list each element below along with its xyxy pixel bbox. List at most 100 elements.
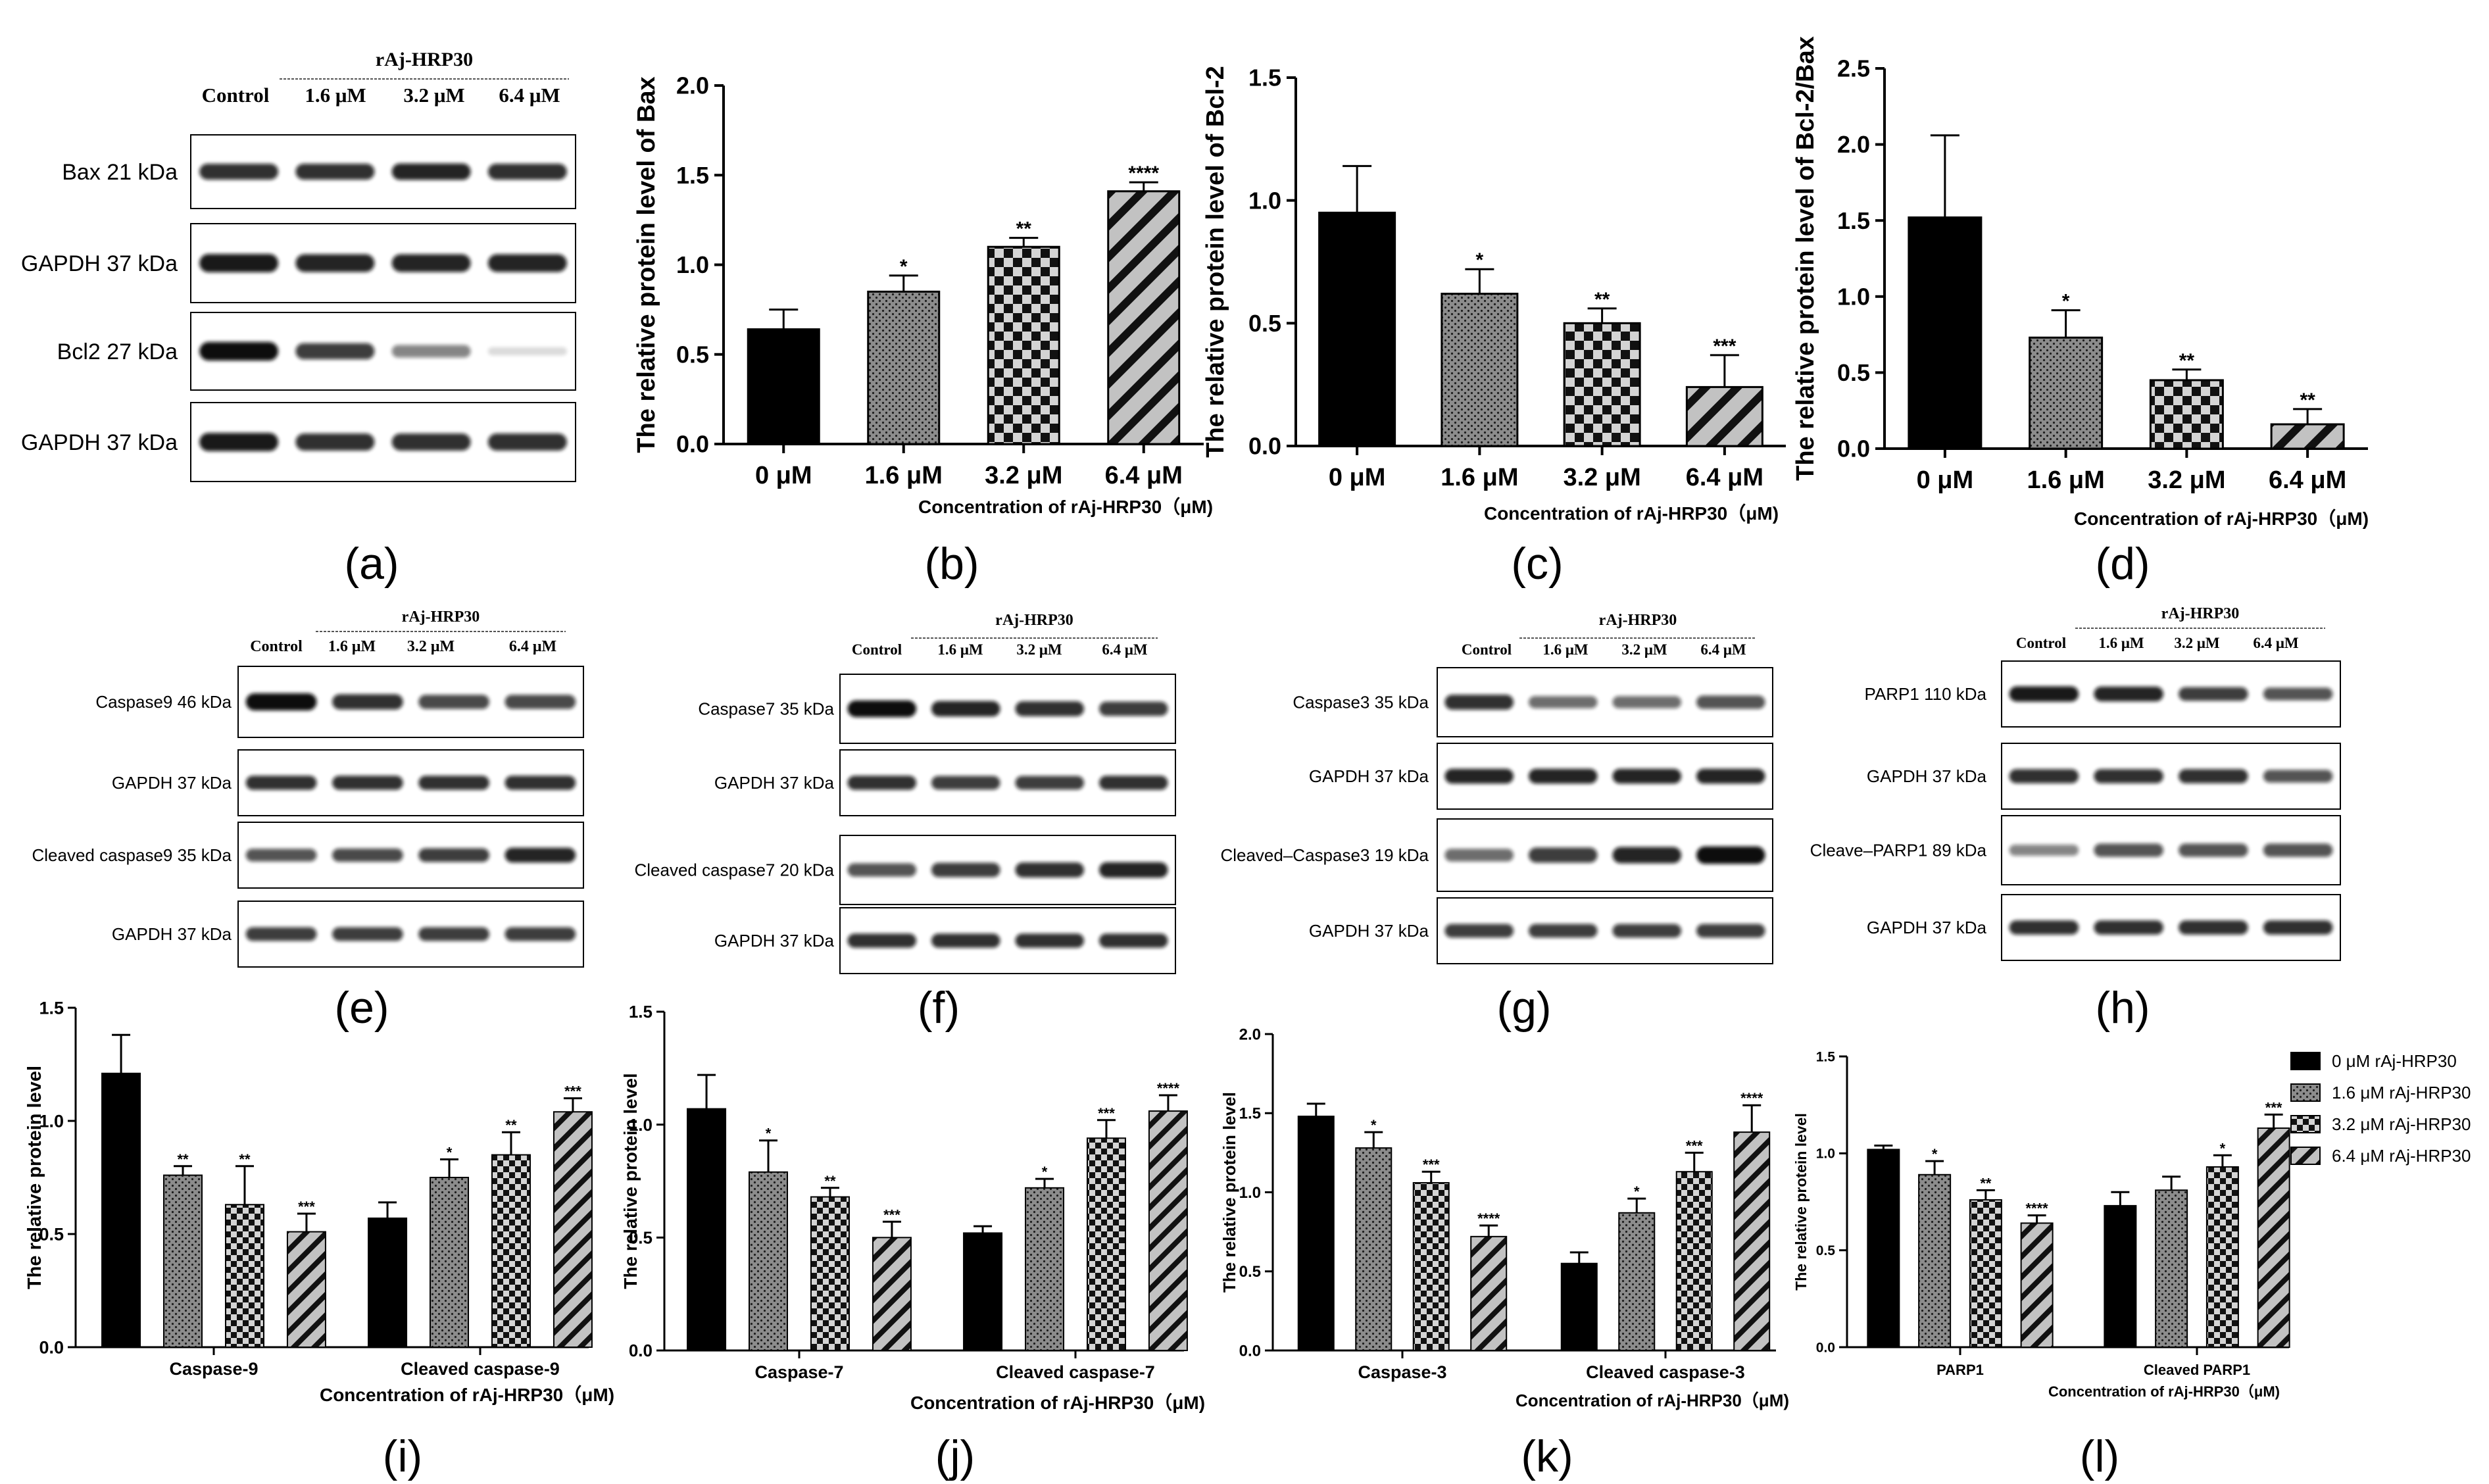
bar — [1560, 1262, 1598, 1351]
blot-band — [418, 776, 489, 790]
blot-row-label: Cleave–PARP1 89 kDa — [1810, 841, 1987, 860]
blot-band — [505, 776, 576, 790]
panel-label-g: (g) — [1496, 983, 1551, 1033]
blot-lane-label: 1.6 μM — [937, 641, 983, 658]
bar — [987, 245, 1060, 445]
blot-band — [1696, 695, 1765, 709]
blot-band — [1528, 924, 1598, 938]
significance-mark: *** — [298, 1199, 315, 1215]
significance-mark: **** — [1128, 162, 1159, 184]
bar — [2029, 336, 2104, 450]
blot-band — [295, 433, 375, 451]
x-group-label: PARP1 — [1936, 1362, 1984, 1378]
blot-lane-label: 3.2 μM — [2174, 635, 2220, 651]
blot-band — [931, 701, 1000, 717]
bar — [2270, 423, 2345, 450]
significance-mark: *** — [1713, 335, 1736, 357]
significance-mark: *** — [883, 1206, 900, 1223]
blot-lane-label: 1.6 μM — [305, 84, 366, 107]
blot-band — [245, 849, 317, 862]
bar — [872, 1237, 912, 1352]
blot-row-label: GAPDH 37 kDa — [714, 931, 835, 951]
significance-mark: * — [447, 1144, 453, 1160]
blot-band — [245, 776, 317, 790]
y-axis-title: The relative protein level — [620, 1073, 641, 1289]
significance-mark: * — [1932, 1146, 1938, 1162]
bar — [1867, 1149, 1900, 1348]
y-tick-label: 1.5 — [39, 998, 64, 1018]
panel-label-l: (l) — [2080, 1431, 2119, 1481]
blot-band — [332, 776, 403, 790]
y-tick-label: 0.5 — [1248, 310, 1281, 337]
x-category-label: 6.4 μM — [1686, 464, 1763, 491]
bar — [1969, 1199, 2002, 1348]
western-blot-a: rAj-HRP30 Control 1.6 μM 3.2 μM 6.4 μM Bax 21… — [21, 49, 576, 482]
blot-lane-label: 6.4 μM — [499, 84, 560, 107]
blot-row-label: Caspase7 35 kDa — [698, 699, 834, 719]
blot-lane-label: 6.4 μM — [1102, 641, 1148, 658]
blot-band — [505, 927, 576, 941]
blot-lane-label: 1.6 μM — [1542, 641, 1589, 658]
bar — [368, 1217, 408, 1348]
bar — [1685, 385, 1763, 447]
blot-band — [505, 695, 576, 709]
blot-row-label: PARP1 110 kDa — [1865, 684, 1987, 704]
blot-group-label: rAj-HRP30 — [376, 49, 473, 70]
blot-lane-label: Control — [852, 641, 902, 658]
legend-label: 0 μM rAj-HRP30 — [2332, 1051, 2457, 1071]
bar — [2149, 379, 2224, 450]
significance-mark: ** — [824, 1173, 836, 1189]
x-category-label: 6.4 μM — [1105, 462, 1183, 489]
significance-mark: **** — [1157, 1080, 1180, 1097]
blot-row-label: Bax 21 kDa — [62, 160, 178, 185]
significance-mark: ** — [505, 1117, 517, 1133]
y-tick-label: 1.0 — [629, 1115, 653, 1135]
significance-mark: * — [1476, 249, 1484, 271]
blot-band — [931, 862, 1000, 878]
blot-row-label: Bcl2 27 kDa — [57, 339, 178, 364]
blot-band — [1612, 924, 1682, 938]
blot-band — [1015, 776, 1085, 790]
x-axis-title: Concentration of rAj-HRP30（μM) — [2074, 508, 2369, 529]
blot-lane-label: 3.2 μM — [407, 638, 455, 655]
blot-band — [1612, 696, 1682, 708]
y-tick-label: 0.5 — [39, 1224, 64, 1244]
blot-band — [2263, 920, 2333, 935]
panel-label-a: (a) — [344, 539, 399, 589]
bar — [1618, 1212, 1656, 1352]
x-group-label: Caspase-7 — [754, 1362, 843, 1382]
y-tick-label: 2.0 — [1239, 1026, 1261, 1043]
blot-lane-label: 6.4 μM — [1700, 641, 1746, 658]
x-category-label: 3.2 μM — [2148, 466, 2225, 494]
bar — [1918, 1174, 1952, 1348]
blot-band — [1098, 862, 1168, 878]
y-tick-label: 1.0 — [1837, 283, 1870, 310]
bar — [1441, 293, 1519, 447]
blot-lane-label: 6.4 μM — [509, 638, 556, 655]
significance-mark: * — [1371, 1117, 1377, 1133]
blot-row-label: GAPDH 37 kDa — [21, 430, 178, 455]
x-category-label: 1.6 μM — [2027, 466, 2104, 494]
blot-band — [2179, 769, 2248, 783]
blot-band — [245, 693, 317, 710]
blot-band — [391, 163, 471, 180]
blot-band — [418, 848, 489, 862]
panel-label-d: (d) — [2095, 539, 2150, 589]
significance-mark: * — [1042, 1164, 1048, 1180]
significance-mark: *** — [1686, 1137, 1703, 1154]
x-axis-title: Concentration of rAj-HRP30（μM) — [1484, 503, 1779, 524]
y-axis-title: The relative protein level — [1220, 1092, 1239, 1293]
bar-chart-c: 0.0 0.5 1.0 1.5 0 μM * 1.6 μM ** 3.2 μM *** 6.4 μM… — [1202, 64, 1786, 524]
y-tick-label: 1.5 — [629, 1002, 653, 1022]
x-category-label: 1.6 μM — [865, 462, 943, 489]
panel-label-f: (f) — [918, 983, 960, 1033]
bar — [687, 1108, 727, 1351]
bar-chart-k: 0.00.51.01.52.0Caspase-3********Cleaved … — [1220, 1026, 1789, 1410]
blot-band — [2263, 843, 2333, 857]
blot-band — [418, 927, 489, 941]
y-tick-label: 0.5 — [1816, 1243, 1836, 1258]
blot-band — [332, 694, 403, 710]
significance-mark: * — [2220, 1140, 2226, 1156]
